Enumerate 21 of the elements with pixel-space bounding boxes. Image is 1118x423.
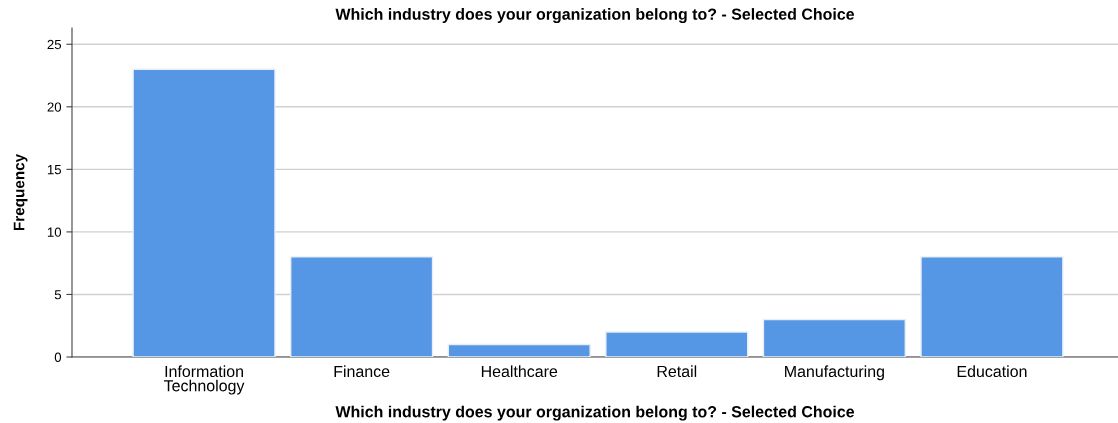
y-tick-label: 5 [54,290,62,300]
x-tick-label: Finance [334,365,390,378]
y-tick-label: 15 [47,165,62,175]
x-tick-label: Healthcare [481,365,558,378]
bar [290,256,434,357]
x-tick-label: Information Technology [164,365,245,395]
y-axis-title: Frequency [13,153,28,231]
chart-title: Which industry does your organization belong to? - Selected Choice [335,8,855,24]
bar [762,318,906,357]
x-axis-title: Which industry does your organization belong to? - Selected Choice [335,405,855,421]
bar [920,256,1064,357]
y-tick-label: 25 [47,39,62,50]
x-tick-label: Retail [657,365,697,378]
y-tick-label: 20 [47,102,62,112]
x-tick-label: Education [957,365,1027,378]
bar [605,331,749,357]
bar [447,343,591,357]
y-tick-label: 0 [54,352,62,362]
y-tick-label: 10 [47,227,62,237]
bar [132,68,276,357]
x-tick-label: Manufacturing [785,365,884,381]
